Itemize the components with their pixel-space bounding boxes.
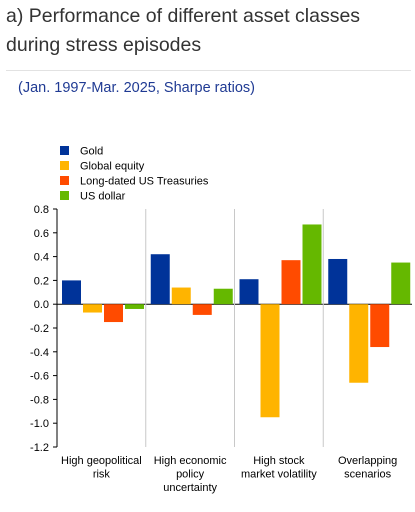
- bar-3-2: [370, 304, 390, 348]
- bar-0-1: [83, 304, 102, 313]
- y-axis: 0.8 0.6 0.4 0.2 0.0 -0.2 -0.4 -0.6 -0.8 -1.0 -1.2: [30, 204, 412, 454]
- x-category-label-3-0: Overlapping: [338, 455, 397, 467]
- bar-2-2: [281, 260, 301, 305]
- bar-3-1: [349, 304, 369, 383]
- x-category-label-3-1: scenarios: [344, 469, 392, 481]
- bar-1-0: [150, 254, 170, 305]
- title-divider: [6, 70, 411, 71]
- bar-0-0: [62, 280, 81, 305]
- x-axis-labels: High geopolitical risk High economic policy…: [61, 455, 397, 494]
- legend-label-0: Gold: [80, 146, 103, 158]
- bar-1-2: [192, 304, 212, 315]
- x-category-label-1-2: uncertainty: [163, 482, 217, 494]
- bar-3-0: [328, 258, 348, 305]
- x-category-label-2-0: High stock: [253, 455, 305, 467]
- y-tick-label-8: -0.8: [30, 394, 49, 406]
- x-category-label-1-0: High economic: [154, 455, 227, 467]
- bar-1-3: [213, 288, 233, 305]
- bar-2-3: [302, 224, 322, 305]
- bar-1-1: [171, 287, 191, 305]
- legend-label-2: Long-dated US Treasuries: [80, 176, 209, 188]
- y-tick-label-5: -0.2: [30, 323, 49, 335]
- chart-title: a) Performance of different asset classe…: [6, 5, 361, 56]
- y-tick-label-6: -0.4: [30, 347, 49, 359]
- x-category-label-0-0: High geopolitical: [61, 455, 142, 467]
- x-category-label-1-1: policy: [176, 469, 205, 481]
- legend-swatch-0: [60, 146, 69, 155]
- y-tick-label-9: -1.0: [30, 418, 49, 430]
- y-tick-label-0: 0.8: [34, 204, 49, 216]
- x-category-label-0-1: risk: [93, 469, 111, 481]
- bar-0-3: [125, 304, 144, 309]
- legend-swatch-3: [60, 191, 69, 200]
- bar-2-0: [239, 279, 259, 305]
- legend-swatch-2: [60, 176, 69, 185]
- y-tick-label-2: 0.4: [34, 252, 49, 264]
- y-tick-label-10: -1.2: [30, 442, 49, 454]
- chart-subtitle: (Jan. 1997-Mar. 2025, Sharpe ratios): [18, 80, 255, 96]
- y-tick-label-4: 0.0: [34, 299, 49, 311]
- legend-label-1: Global equity: [80, 161, 145, 173]
- legend-swatch-1: [60, 161, 69, 170]
- chart-legend: Gold Global equity Long-dated US Treasurie…: [60, 146, 209, 203]
- bars-group: [62, 224, 411, 418]
- bar-0-2: [104, 304, 123, 323]
- y-tick-label-1: 0.6: [34, 228, 49, 240]
- bar-3-3: [391, 262, 411, 305]
- x-category-label-2-1: market volatility: [241, 469, 317, 481]
- y-tick-label-3: 0.2: [34, 275, 49, 287]
- legend-label-3: US dollar: [80, 191, 126, 203]
- bar-2-1: [260, 304, 280, 418]
- y-tick-label-7: -0.6: [30, 371, 49, 383]
